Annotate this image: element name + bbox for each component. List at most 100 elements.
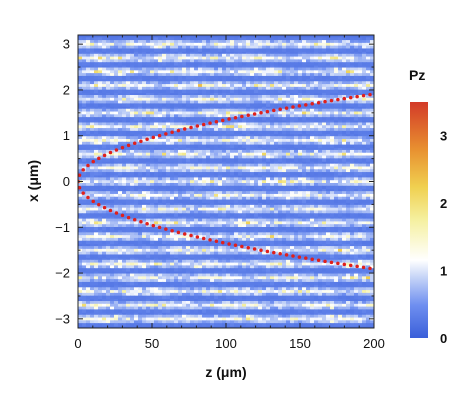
heatmap-cell: [358, 174, 363, 179]
heatmap-cell: [358, 136, 363, 140]
heatmap-cell: [194, 158, 199, 162]
heatmap-cell: [290, 240, 295, 245]
heatmap-cell: [278, 183, 283, 187]
heatmap-cell: [250, 257, 255, 261]
heatmap-cell: [122, 246, 127, 250]
heatmap-cell: [238, 152, 243, 157]
heatmap-cell: [322, 152, 327, 157]
heatmap-cell: [106, 202, 111, 206]
heatmap-cell: [298, 237, 303, 242]
heatmap-cell: [106, 240, 111, 245]
heatmap-cell: [330, 196, 335, 201]
heatmap-cell: [82, 311, 87, 316]
heatmap-cell: [310, 279, 315, 283]
heatmap-cell: [334, 298, 339, 302]
heatmap-cell: [314, 202, 319, 206]
heatmap-cell: [154, 237, 159, 242]
heatmap-cell: [278, 207, 283, 212]
heatmap-cell: [222, 229, 227, 233]
heatmap-cell: [250, 229, 255, 233]
heatmap-cell: [206, 265, 211, 269]
heatmap-cell: [234, 279, 239, 283]
heatmap-cell: [278, 314, 283, 319]
heatmap-cell: [182, 298, 187, 302]
heatmap-cell: [366, 259, 371, 264]
heatmap-cell: [134, 155, 139, 159]
heatmap-cell: [370, 262, 374, 267]
heatmap-cell: [130, 215, 135, 220]
heatmap-cell: [206, 229, 211, 233]
heatmap-cell: [94, 314, 99, 319]
heatmap-cell: [338, 196, 343, 201]
heatmap-cell: [338, 265, 343, 269]
heatmap-cell: [162, 149, 167, 154]
heatmap-cell: [122, 290, 127, 294]
heatmap-cell: [242, 215, 247, 220]
heatmap-cell: [122, 221, 127, 225]
heatmap-cell: [286, 149, 291, 154]
heatmap-cell: [202, 276, 207, 280]
heatmap-cell: [142, 139, 147, 143]
heatmap-cell: [362, 177, 367, 181]
heatmap-cell: [326, 290, 331, 294]
heatmap-cell: [206, 199, 211, 203]
heatmap-cell: [86, 309, 91, 313]
heatmap-cell: [322, 166, 327, 170]
heatmap-cell: [170, 246, 175, 250]
heatmap-cell: [110, 284, 115, 288]
heatmap-cell: [302, 251, 307, 256]
heatmap-cell: [218, 207, 223, 212]
heatmap-cell: [110, 248, 115, 253]
heatmap-cell: [122, 262, 127, 267]
heatmap-cell: [334, 213, 339, 217]
heatmap-cell: [218, 292, 223, 297]
heatmap-cell: [202, 155, 207, 159]
heatmap-cell: [206, 133, 211, 137]
heatmap-cell: [106, 246, 111, 250]
heatmap-cell: [170, 202, 175, 206]
heatmap-cell: [330, 298, 335, 302]
heatmap-cell: [290, 149, 295, 154]
heatmap-cell: [106, 139, 111, 143]
heatmap-cell: [82, 229, 87, 233]
heatmap-cell: [210, 133, 215, 137]
heatmap-cell: [190, 185, 195, 190]
heatmap-cell: [254, 257, 259, 261]
heatmap-cell: [322, 204, 327, 209]
heatmap-cell: [202, 185, 207, 190]
heatmap-cell: [194, 276, 199, 280]
heatmap-cell: [118, 254, 123, 258]
heatmap-cell: [314, 301, 319, 305]
heatmap-cell: [86, 259, 91, 264]
heatmap-cell: [298, 246, 303, 250]
heatmap-cell: [266, 207, 271, 212]
heatmap-cell: [342, 240, 347, 245]
heatmap-cell: [254, 185, 259, 190]
heatmap-cell: [190, 270, 195, 275]
heatmap-cell: [154, 204, 159, 209]
heatmap-cell: [366, 180, 371, 184]
heatmap-cell: [170, 152, 175, 157]
heatmap-cell: [310, 207, 315, 212]
heatmap-cell: [158, 295, 163, 300]
heatmap-cell: [178, 251, 183, 256]
heatmap-cell: [186, 232, 191, 236]
heatmap-cell: [82, 180, 87, 184]
heatmap-cell: [322, 317, 327, 321]
heatmap-cell: [118, 188, 123, 192]
heatmap-cell: [310, 158, 315, 162]
heatmap-cell: [106, 158, 111, 162]
heatmap-cell: [342, 246, 347, 250]
heatmap-cell: [266, 295, 271, 300]
heatmap-cell: [282, 166, 287, 170]
heatmap-cell: [102, 306, 107, 310]
heatmap-cell: [310, 243, 315, 247]
heatmap-cell: [350, 180, 355, 184]
heatmap-cell: [82, 237, 87, 242]
heatmap-cell: [294, 202, 299, 206]
heatmap-cell: [266, 273, 271, 277]
heatmap-cell: [242, 323, 247, 327]
heatmap-cell: [150, 276, 155, 280]
heatmap-cell: [202, 188, 207, 192]
heatmap-cell: [114, 227, 119, 231]
